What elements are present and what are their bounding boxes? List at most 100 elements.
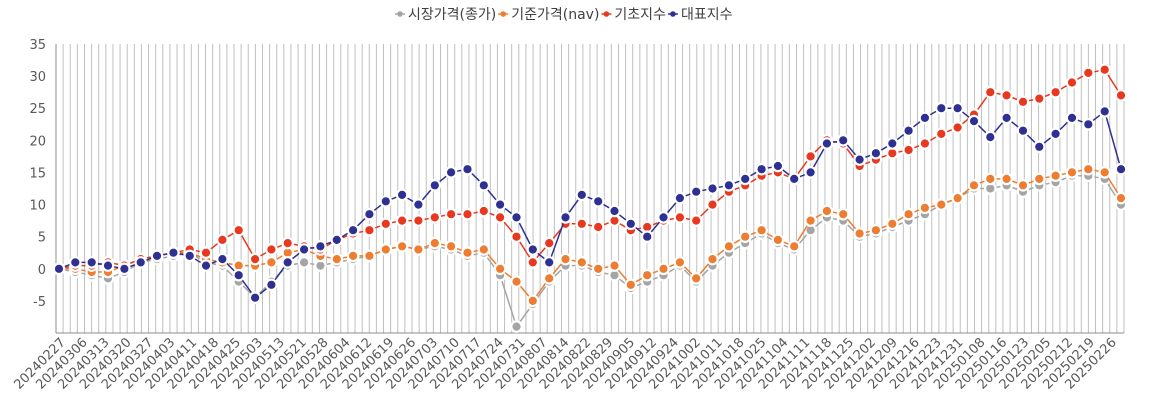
- data-point: [575, 188, 589, 202]
- data-point: [771, 233, 785, 247]
- legend-marker: [603, 11, 610, 17]
- data-point: [101, 259, 115, 272]
- data-point: [216, 252, 229, 266]
- data-point: [542, 256, 556, 269]
- data-point: [1098, 63, 1111, 76]
- y-tick-label: -5: [33, 295, 46, 310]
- data-point: [510, 211, 523, 224]
- data-point: [934, 127, 948, 141]
- data-point: [836, 134, 850, 147]
- data-point: [232, 223, 245, 237]
- data-point: [1114, 191, 1128, 205]
- data-point: [363, 223, 376, 237]
- data-point: [363, 207, 376, 221]
- data-point: [853, 153, 866, 166]
- legend-item: 대표지수: [667, 7, 733, 23]
- data-point: [738, 230, 752, 243]
- y-tick-label: 25: [29, 102, 46, 117]
- grid-lines: [55, 44, 1125, 334]
- data-point: [248, 291, 262, 304]
- data-point: [526, 294, 540, 308]
- data-point: [363, 249, 376, 263]
- y-tick-label: 5: [38, 231, 46, 246]
- legend-marker: [500, 11, 507, 17]
- data-point: [983, 130, 997, 144]
- data-point: [591, 220, 605, 234]
- data-point: [265, 243, 278, 256]
- data-point: [1082, 162, 1095, 176]
- y-tick-label: 10: [29, 199, 46, 214]
- data-point: [1016, 124, 1030, 137]
- data-point: [542, 236, 556, 250]
- data-point: [493, 198, 507, 211]
- data-point: [52, 262, 66, 276]
- data-point: [1082, 118, 1095, 131]
- data-point: [428, 236, 442, 250]
- data-point: [706, 198, 719, 211]
- data-point: [918, 111, 932, 125]
- legend-item: 기준가격(nav): [498, 7, 599, 23]
- data-point: [902, 207, 915, 221]
- data-point: [1065, 76, 1079, 89]
- data-point: [869, 223, 883, 237]
- data-point: [69, 256, 82, 269]
- data-point: [330, 252, 344, 266]
- data-point: [1114, 89, 1128, 102]
- data-point: [297, 256, 311, 269]
- data-point: [1016, 179, 1030, 192]
- data-point: [85, 256, 98, 269]
- data-point: [804, 166, 817, 179]
- x-axis: 2024022720240306202403132024032020240327…: [11, 335, 1119, 392]
- data-point: [281, 256, 294, 269]
- data-point: [951, 191, 964, 205]
- data-point: [575, 256, 589, 269]
- data-point: [934, 198, 948, 211]
- data-point: [657, 211, 670, 224]
- data-point: [689, 272, 703, 285]
- data-point: [379, 217, 393, 231]
- data-point: [885, 217, 899, 231]
- data-point: [755, 223, 768, 237]
- data-point: [608, 259, 621, 272]
- data-point: [640, 268, 654, 282]
- data-point: [461, 246, 474, 259]
- data-point: [983, 172, 997, 186]
- data-point: [150, 249, 164, 263]
- data-point: [787, 240, 801, 253]
- series-group: [52, 63, 1128, 333]
- data-point: [510, 230, 523, 243]
- data-point: [673, 191, 687, 205]
- data-point: [689, 185, 703, 198]
- data-point: [510, 275, 523, 288]
- data-point: [722, 179, 736, 192]
- data-point: [1065, 166, 1079, 179]
- data-point: [1000, 172, 1013, 186]
- data-point: [265, 256, 278, 269]
- data-point: [1049, 169, 1062, 182]
- data-point: [412, 243, 425, 256]
- data-point: [1098, 166, 1111, 179]
- data-point: [1016, 95, 1030, 109]
- data-point: [444, 166, 458, 179]
- data-point: [951, 101, 964, 115]
- legend-item: 기초지수: [601, 7, 666, 23]
- data-point: [722, 240, 736, 253]
- data-point: [1082, 66, 1095, 80]
- data-point: [755, 162, 768, 176]
- data-point: [836, 207, 850, 221]
- data-point: [820, 137, 834, 150]
- data-point: [395, 214, 409, 227]
- data-point: [477, 179, 491, 192]
- data-point: [983, 85, 997, 99]
- data-point: [216, 233, 229, 247]
- legend-label: 대표지수: [681, 7, 733, 23]
- data-point: [902, 143, 915, 157]
- legend-item: 시장가격(종가): [395, 7, 496, 23]
- y-tick-label: 0: [38, 263, 46, 278]
- data-point: [1049, 127, 1062, 141]
- y-tick-label: 30: [29, 70, 46, 85]
- data-point: [183, 249, 196, 263]
- data-point: [477, 204, 491, 218]
- data-point: [624, 278, 638, 292]
